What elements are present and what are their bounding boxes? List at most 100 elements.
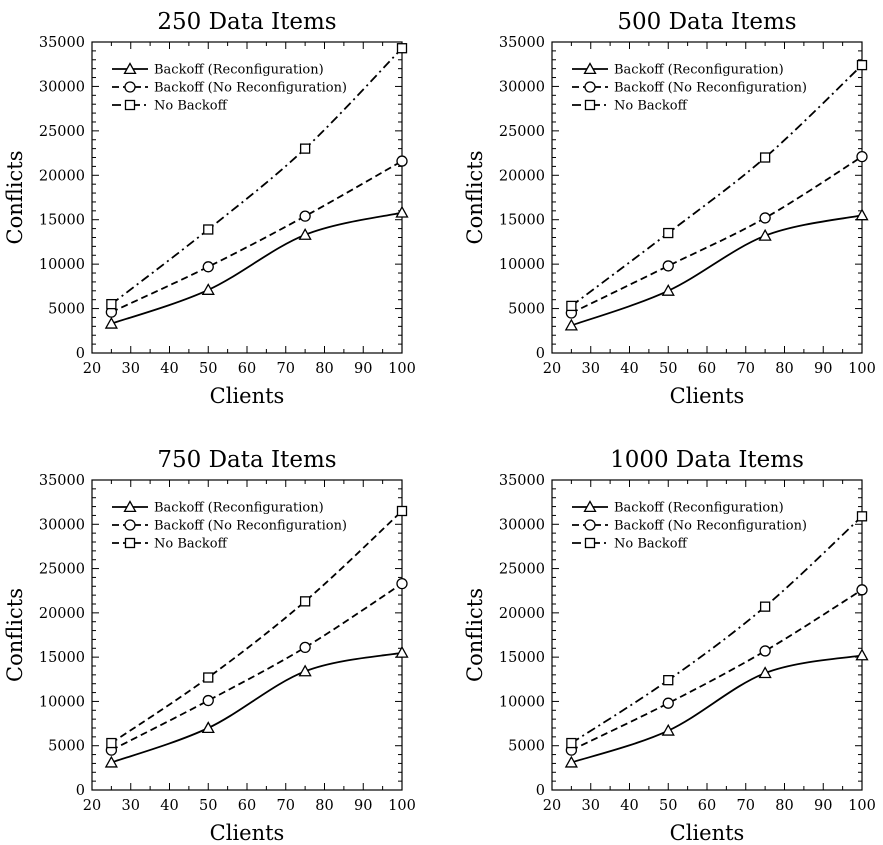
series-line-backoff-reconfiguration [571,214,863,327]
legend-entry: Backoff (Reconfiguration) [614,501,784,516]
data-point-backoff-reconfiguration [661,283,675,296]
chart-title: 750 Data Items [157,447,336,473]
series-line-no-backoff [110,510,403,744]
data-point-backoff-no-reconfiguration [759,645,771,657]
x-axis-label: Clients [670,384,745,408]
data-point-no-backoff [759,601,771,612]
x-tick-label: 40 [160,361,178,377]
data-point-backoff-reconfiguration [395,205,409,218]
chart-panel-1000-data-items: 1000 Data Items 20 30 40 50 60 70 80 90 100 0 5000 1… [463,447,876,845]
y-tick-label: 30000 [39,517,85,533]
chart-title: 500 Data Items [617,9,796,35]
legend-marker [124,99,136,111]
data-point-backoff-reconfiguration [661,723,675,736]
x-tick-label: 60 [698,798,716,814]
x-tick-label: 40 [160,798,178,814]
legend-marker [124,537,136,549]
data-point-backoff-reconfiguration [395,645,409,658]
series-line-backoff-no-reconfiguration [110,160,403,313]
y-tick-label: 35000 [499,473,545,489]
x-tick-label: 60 [238,361,256,377]
y-tick-label: 20000 [39,606,85,622]
data-point-no-backoff [856,511,868,522]
legend-marker [583,500,597,513]
data-point-no-backoff [299,143,311,154]
legend-entry: No Backoff [154,99,229,114]
data-point-backoff-no-reconfiguration [662,260,674,272]
data-point-backoff-reconfiguration [564,755,578,768]
y-tick-label: 5000 [48,739,85,755]
y-tick-label: 15000 [39,650,85,666]
data-point-backoff-no-reconfiguration [856,150,868,163]
legend-marker [584,519,596,531]
y-tick-label: 0 [76,346,85,362]
x-tick-label: 60 [238,798,256,814]
x-tick-label: 60 [698,361,716,377]
y-tick-label: 20000 [499,168,545,184]
data-point-backoff-reconfiguration [298,227,312,240]
data-point-backoff-no-reconfiguration [299,641,311,654]
legend-entry: No Backoff [154,537,229,552]
x-tick-label: 50 [199,798,217,814]
data-point-no-backoff [203,224,214,235]
data-point-backoff-reconfiguration [758,228,772,241]
x-tick-label: 40 [620,798,638,814]
legend-marker [123,62,137,75]
x-tick-label: 80 [315,798,333,814]
y-tick-label: 15000 [499,650,545,666]
data-point-backoff-no-reconfiguration [759,212,771,224]
legend-marker [124,519,136,531]
x-tick-label: 80 [775,798,793,814]
legend-entry: Backoff (No Reconfiguration) [614,81,807,96]
y-axis-label: Conflicts [463,151,487,245]
data-point-no-backoff [299,596,311,607]
data-point-backoff-no-reconfiguration [856,584,868,596]
chart-title: 250 Data Items [157,9,336,35]
chart-panel-500-data-items: 500 Data Items 20 30 40 50 60 70 80 90 100 0 5000 10… [463,9,876,408]
x-tick-label: 100 [388,361,416,377]
x-tick-label: 30 [582,798,600,814]
x-tick-label: 70 [277,798,295,814]
y-tick-label: 0 [536,346,545,362]
x-tick-label: 100 [848,798,876,814]
y-tick-label: 20000 [499,606,545,622]
y-tick-label: 10000 [499,257,545,273]
x-tick-label: 80 [315,361,333,377]
legend-marker [584,537,596,549]
y-tick-label: 10000 [499,694,545,710]
y-tick-label: 35000 [39,35,85,51]
series-line-backoff-no-reconfiguration [570,589,863,751]
chart-panel-750-data-items: 750 Data Items 20 30 40 50 60 70 80 90 100 0 5000 10… [3,447,416,845]
x-tick-label: 90 [354,798,372,814]
data-point-no-backoff [106,737,117,749]
x-tick-label: 30 [122,798,140,814]
x-tick-label: 70 [737,361,755,377]
y-tick-label: 10000 [39,257,85,273]
x-tick-label: 20 [83,361,101,377]
x-tick-label: 50 [659,361,677,377]
y-tick-label: 35000 [499,35,545,51]
x-tick-label: 50 [659,798,677,814]
data-point-no-backoff [759,152,771,163]
legend-entry: Backoff (Reconfiguration) [154,63,324,78]
data-point-no-backoff [663,675,674,686]
x-tick-label: 80 [775,361,793,377]
x-tick-label: 20 [543,361,561,377]
data-point-backoff-reconfiguration [564,318,578,331]
chart-panel-250-data-items: 250 Data Items 20 30 40 50 60 70 80 90 100 0 5000 10… [3,9,416,408]
y-tick-label: 30000 [499,79,545,95]
data-point-backoff-reconfiguration [201,721,215,734]
data-point-backoff-reconfiguration [758,666,772,679]
legend-marker [584,81,596,93]
series-line-no-backoff [110,47,403,305]
data-point-backoff-no-reconfiguration [662,697,674,709]
data-point-no-backoff [856,59,868,71]
x-tick-label: 20 [543,798,561,814]
data-point-no-backoff [396,43,408,54]
data-point-backoff-no-reconfiguration [396,577,408,590]
series-line-backoff-reconfiguration [571,654,863,764]
y-tick-label: 25000 [499,124,545,140]
legend-entry: No Backoff [614,99,689,114]
series-line-backoff-no-reconfiguration [110,582,403,751]
